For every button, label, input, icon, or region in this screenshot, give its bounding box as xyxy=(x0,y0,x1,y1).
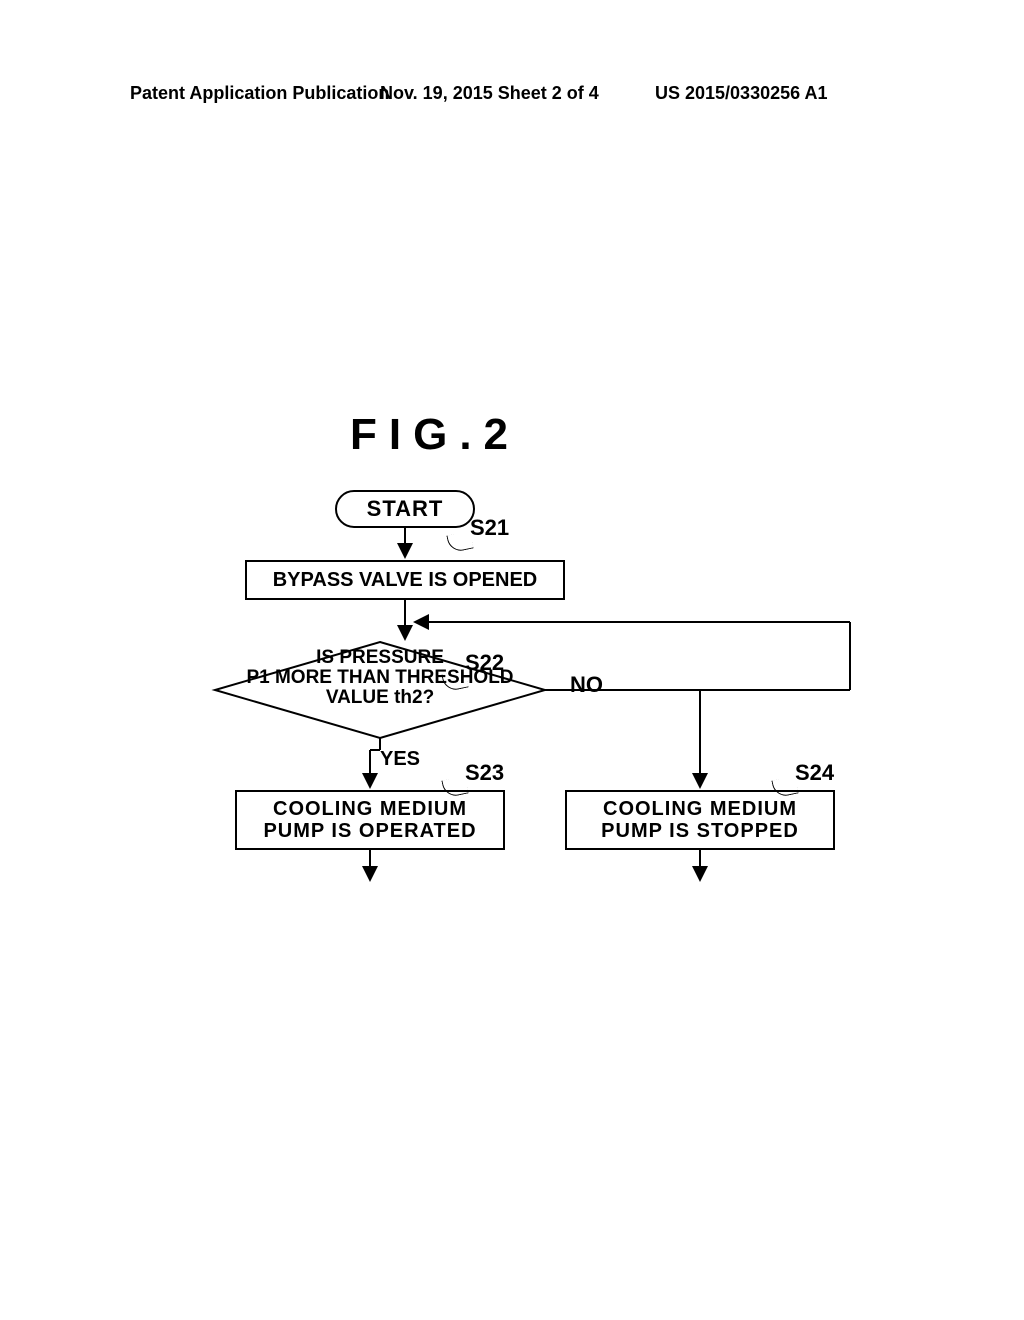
flowchart: START BYPASS VALVE IS OPENED IS PRESSURE… xyxy=(180,490,860,900)
s21-text: BYPASS VALVE IS OPENED xyxy=(273,569,538,591)
s23-process: COOLING MEDIUM PUMP IS OPERATED xyxy=(235,790,505,850)
s23-step-label: S23 xyxy=(465,760,504,786)
s24-line2: PUMP IS STOPPED xyxy=(601,820,799,842)
s24-line1: COOLING MEDIUM xyxy=(603,798,797,820)
header-left-text: Patent Application Publication xyxy=(130,83,389,104)
s22-step-label: S22 xyxy=(465,650,504,676)
s23-line2: PUMP IS OPERATED xyxy=(263,820,476,842)
yes-label: YES xyxy=(380,748,420,771)
start-node: START xyxy=(335,490,475,528)
leader-s21 xyxy=(446,531,473,554)
header-center-text: Nov. 19, 2015 Sheet 2 of 4 xyxy=(380,83,599,104)
s22-line3: VALUE th2? xyxy=(326,687,434,708)
s22-line1: IS PRESSURE xyxy=(316,647,444,668)
s24-process: COOLING MEDIUM PUMP IS STOPPED xyxy=(565,790,835,850)
s23-line1: COOLING MEDIUM xyxy=(273,798,467,820)
header-right-text: US 2015/0330256 A1 xyxy=(655,83,827,104)
s21-process: BYPASS VALVE IS OPENED xyxy=(245,560,565,600)
s21-step-label: S21 xyxy=(470,515,509,541)
s24-step-label: S24 xyxy=(795,760,834,786)
figure-title: FIG.2 xyxy=(350,410,520,460)
start-label: START xyxy=(367,496,444,522)
no-label: NO xyxy=(570,672,603,698)
